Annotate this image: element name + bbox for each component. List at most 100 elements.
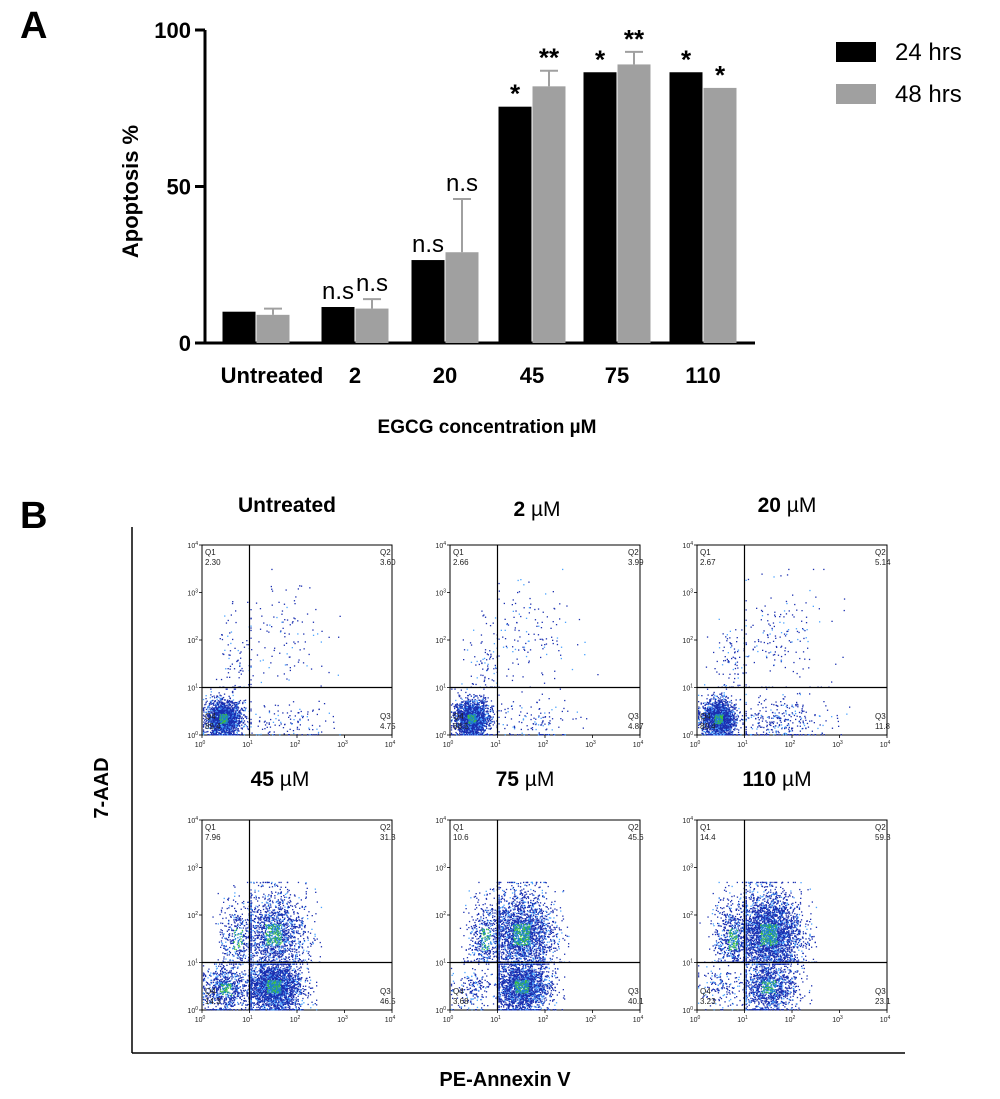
dot — [235, 610, 236, 611]
dot — [230, 722, 231, 723]
dot — [212, 731, 213, 732]
dot — [218, 697, 219, 698]
dot — [457, 692, 458, 693]
dot — [541, 734, 542, 735]
dot — [223, 717, 224, 718]
dot — [203, 732, 204, 733]
quadrant-name: Q2 — [380, 548, 391, 557]
dot — [223, 722, 224, 723]
dot — [267, 624, 268, 625]
dot — [245, 710, 246, 711]
bar — [499, 107, 532, 343]
dot — [242, 670, 243, 671]
dot — [229, 655, 230, 656]
dot — [515, 610, 516, 611]
decade-base: 10 — [435, 686, 443, 693]
dot — [452, 703, 453, 704]
dot — [209, 707, 210, 708]
dot — [269, 722, 270, 723]
dot — [478, 721, 479, 722]
dot — [231, 729, 232, 730]
dot — [227, 709, 228, 710]
dot — [565, 734, 566, 735]
panel-label-a: A — [20, 5, 47, 47]
dot — [472, 705, 473, 706]
dot — [222, 714, 223, 715]
dot — [536, 626, 537, 627]
dot — [237, 728, 238, 729]
dot — [542, 694, 543, 695]
dot — [230, 643, 231, 644]
dot — [471, 696, 472, 697]
dot — [495, 665, 496, 666]
dot — [549, 712, 550, 713]
dot — [302, 734, 303, 735]
decade-base: 10 — [443, 742, 451, 749]
dot — [486, 711, 487, 712]
dot — [490, 707, 491, 708]
dot — [506, 646, 507, 647]
dot — [486, 705, 487, 706]
dot — [210, 694, 211, 695]
dot — [488, 715, 489, 716]
dot — [519, 715, 520, 716]
dot — [208, 706, 209, 707]
quadrant-name: Q1 — [453, 548, 464, 557]
dot — [539, 699, 540, 700]
dot — [454, 708, 455, 709]
dot — [234, 734, 235, 735]
dot — [221, 721, 222, 722]
dot — [309, 729, 310, 730]
dot — [302, 717, 303, 718]
dot — [472, 723, 473, 724]
dot — [250, 719, 251, 720]
dot — [549, 720, 550, 721]
dot — [484, 680, 485, 681]
dot — [464, 703, 465, 704]
dot — [287, 619, 288, 620]
dot — [275, 718, 276, 719]
x-decade-label: 101 — [242, 740, 253, 749]
dot — [512, 604, 513, 605]
dot — [475, 684, 476, 685]
dot — [223, 730, 224, 731]
dot — [459, 696, 460, 697]
dot — [211, 734, 212, 735]
dot — [560, 655, 561, 656]
dot — [255, 714, 256, 715]
dot — [508, 624, 509, 625]
dot — [708, 694, 709, 695]
dot — [284, 673, 285, 674]
dot — [583, 728, 584, 729]
dot — [481, 643, 482, 644]
dot — [216, 732, 217, 733]
dot — [473, 630, 474, 631]
dot — [229, 632, 230, 633]
quadrant-value: 3.99 — [628, 558, 644, 567]
dot — [519, 636, 520, 637]
dot — [250, 701, 251, 702]
dot — [523, 718, 524, 719]
dot — [519, 734, 520, 735]
quadrant-name: Q4 — [205, 712, 216, 721]
dot — [477, 661, 478, 662]
y-decade-label: 104 — [187, 541, 198, 550]
dot — [230, 704, 231, 705]
dot — [455, 700, 456, 701]
dot — [516, 622, 517, 623]
dot — [246, 716, 247, 717]
dot — [481, 718, 482, 719]
dot — [454, 689, 455, 690]
dot — [213, 704, 214, 705]
dot — [271, 569, 272, 570]
x-decade-label: 103 — [337, 740, 348, 749]
dot — [505, 717, 506, 718]
dot — [477, 697, 478, 698]
dot — [220, 698, 221, 699]
dot — [338, 637, 339, 638]
dot — [239, 701, 240, 702]
dot — [293, 733, 294, 734]
dot — [247, 602, 248, 603]
dot — [263, 660, 264, 661]
dot — [489, 725, 490, 726]
